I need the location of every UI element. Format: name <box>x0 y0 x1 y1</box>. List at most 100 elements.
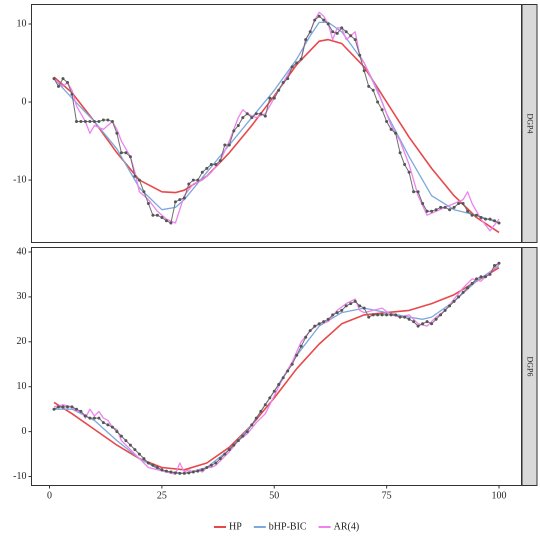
data-point <box>205 466 209 469</box>
data-point <box>349 302 353 306</box>
points-layer <box>52 261 501 475</box>
data-point <box>106 118 110 122</box>
x-axis: 0 25 50 75 100 <box>47 485 507 502</box>
data-point <box>263 403 267 407</box>
data-point <box>200 468 204 472</box>
facet-panel-dgp4: -10 0 10 DGP4 <box>13 4 538 243</box>
data-point <box>178 471 182 475</box>
data-point <box>106 423 110 427</box>
strip-label: DGP6 <box>526 356 535 376</box>
data-point <box>164 219 168 223</box>
data-point <box>101 421 105 425</box>
strip-label: DGP4 <box>526 113 535 133</box>
data-point <box>169 470 173 474</box>
y-tick-label: 10 <box>17 18 27 29</box>
data-point <box>119 434 123 438</box>
data-point <box>403 315 407 319</box>
data-point <box>412 320 416 324</box>
data-point <box>371 313 375 317</box>
y-tick-label: 0 <box>22 426 27 437</box>
data-point <box>214 461 218 465</box>
data-point <box>448 208 452 212</box>
data-point <box>236 124 240 127</box>
data-point <box>97 416 101 420</box>
data-point <box>479 216 483 219</box>
observed-data-line <box>53 262 500 474</box>
y-tick-label: 40 <box>17 246 27 257</box>
data-point <box>52 77 56 81</box>
data-point <box>236 439 240 443</box>
data-point <box>376 100 380 104</box>
data-point <box>61 77 65 81</box>
data-point <box>457 295 461 299</box>
data-point <box>349 34 353 38</box>
x-tick-label: 100 <box>492 491 507 502</box>
data-point <box>367 84 371 88</box>
data-point <box>313 324 317 328</box>
data-point <box>268 96 272 100</box>
data-point <box>484 217 487 221</box>
data-point <box>92 120 96 123</box>
data-point <box>407 170 411 174</box>
data-point <box>272 96 276 100</box>
data-point <box>209 163 213 166</box>
y-axis-ticks: -10 0 10 <box>13 18 32 185</box>
data-point <box>61 405 65 409</box>
x-tick-label: 50 <box>269 491 279 502</box>
data-point <box>317 14 321 18</box>
data-point <box>259 112 263 116</box>
series-line-bhp-bic <box>53 21 500 224</box>
data-point <box>452 299 456 303</box>
data-point <box>430 322 434 326</box>
data-point <box>497 221 501 225</box>
data-point <box>151 463 155 467</box>
y-tick-label: -10 <box>13 174 26 185</box>
series-line-hp <box>53 38 500 234</box>
data-point <box>403 163 407 166</box>
data-point <box>88 120 92 123</box>
series-line-hp <box>53 267 500 471</box>
data-point <box>425 209 429 213</box>
data-point <box>83 414 87 418</box>
data-point <box>137 452 141 456</box>
data-point <box>254 112 258 116</box>
data-point <box>340 308 344 312</box>
data-point <box>133 174 137 178</box>
data-point <box>142 190 146 194</box>
y-tick-label: 0 <box>22 96 27 107</box>
data-point <box>304 335 308 339</box>
data-point <box>488 272 492 276</box>
data-point <box>398 151 402 155</box>
data-point <box>66 81 69 84</box>
data-point <box>295 61 299 65</box>
data-point <box>412 190 416 194</box>
data-point <box>380 313 384 317</box>
data-point <box>331 313 335 317</box>
legend-label-bhp-bic: bHP-BIC <box>269 521 307 532</box>
data-point <box>200 170 204 174</box>
data-point <box>295 353 299 357</box>
data-point <box>115 131 119 135</box>
x-tick-label: 0 <box>47 491 52 502</box>
data-point <box>457 202 461 205</box>
data-point <box>308 30 312 34</box>
data-point <box>331 30 335 34</box>
data-point <box>187 182 191 186</box>
data-point <box>326 317 330 321</box>
data-point <box>232 443 236 447</box>
data-point <box>434 317 438 321</box>
data-point <box>439 205 443 209</box>
data-point <box>146 202 150 205</box>
data-point <box>146 461 150 465</box>
data-point <box>110 425 114 429</box>
data-point <box>88 416 92 420</box>
data-point <box>362 69 366 73</box>
data-point <box>52 407 56 411</box>
data-point <box>416 324 420 328</box>
data-point <box>66 405 69 409</box>
data-point <box>344 30 348 34</box>
data-point <box>398 315 402 319</box>
strip-background <box>521 4 538 243</box>
data-point <box>358 304 362 308</box>
data-point <box>75 407 78 411</box>
